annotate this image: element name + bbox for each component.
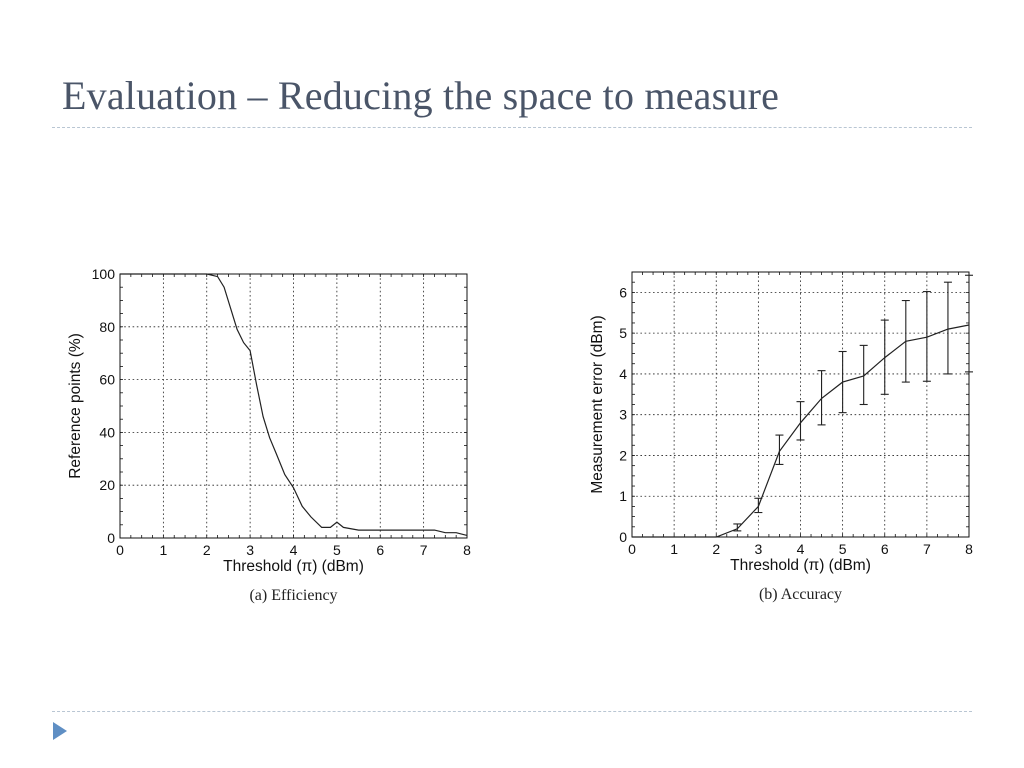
triangle-bullet-icon: [53, 722, 67, 740]
accuracy-chart: 0 1 2 3 4 5 6 7 8 0 1 2 3 4 5 6 Threshold (π) (dBm) Measu…: [589, 271, 973, 603]
title-divider: [52, 127, 972, 128]
y-tick-label: 1: [619, 488, 627, 504]
x-tick-label: 2: [203, 542, 211, 558]
error-bar: [775, 434, 784, 465]
error-bar: [901, 299, 910, 383]
x-tick-label: 8: [463, 542, 471, 558]
x-tick-label: 1: [159, 542, 167, 558]
error-bar: [943, 281, 952, 375]
y-tick-label: 5: [619, 325, 627, 341]
y-tick-label: 80: [99, 319, 115, 335]
x-tick-label: 1: [670, 541, 678, 557]
x-tick-label: 7: [923, 541, 931, 557]
x-tick-label: 8: [965, 541, 973, 557]
x-tick-label: 2: [712, 541, 720, 557]
y-tick-label: 40: [99, 424, 115, 440]
x-axis-title: Threshold (π) (dBm): [730, 557, 871, 574]
series-line: [120, 273, 468, 536]
error-bar: [754, 497, 763, 514]
y-tick-label: 2: [619, 447, 627, 463]
chart-caption: (a) Efficiency: [249, 587, 337, 604]
error-bar: [880, 319, 889, 395]
error-bar: [965, 274, 973, 373]
x-tick-label: 4: [797, 541, 805, 557]
grid-lines: [120, 274, 467, 538]
x-tick-label: 5: [333, 542, 341, 558]
x-tick-label: 5: [839, 541, 847, 557]
x-tick-label: 3: [246, 542, 254, 558]
minor-ticks: [632, 272, 969, 537]
minor-ticks: [120, 274, 467, 538]
y-axis-title: Measurement error (dBm): [589, 315, 606, 493]
x-axis-title: Threshold (π) (dBm): [223, 558, 364, 575]
footer-divider: [52, 711, 972, 712]
error-bar: [733, 523, 742, 532]
y-tick-label: 3: [619, 407, 627, 423]
x-tick-label: 6: [881, 541, 889, 557]
x-tick-label: 7: [420, 542, 428, 558]
y-axis-title: Reference points (%): [67, 333, 84, 479]
error-bar: [838, 350, 847, 414]
x-tick-label: 0: [116, 542, 124, 558]
error-bar: [859, 344, 868, 406]
error-bar: [796, 401, 805, 441]
x-tick-label: 6: [376, 542, 384, 558]
x-tick-label: 4: [290, 542, 298, 558]
y-tick-label: 0: [107, 530, 115, 546]
x-tick-label: 3: [754, 541, 762, 557]
y-tick-label: 0: [619, 529, 627, 545]
error-bar: [817, 370, 826, 426]
y-tick-label: 60: [99, 372, 115, 388]
slide-title: Evaluation – Reducing the space to measu…: [62, 73, 780, 118]
y-tick-label: 6: [619, 284, 627, 300]
y-tick-label: 100: [92, 266, 116, 282]
plot-frame: [119, 273, 468, 539]
error-bar: [922, 291, 931, 382]
y-tick-label: 20: [99, 477, 115, 493]
x-tick-label: 0: [628, 541, 636, 557]
y-tick-label: 4: [619, 366, 627, 382]
chart-caption: (b) Accuracy: [759, 586, 842, 603]
